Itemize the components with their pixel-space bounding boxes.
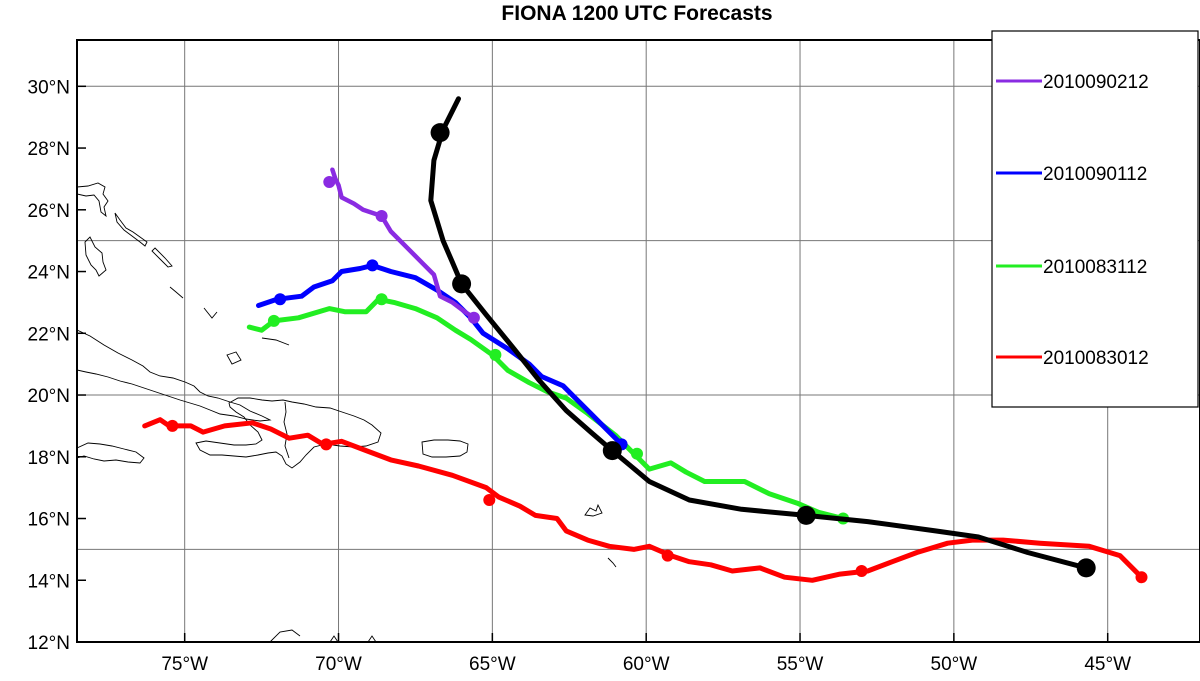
track-line (142, 417, 1144, 583)
track-point (602, 441, 622, 461)
y-tick-label: 16°N (28, 510, 70, 531)
track-point (430, 123, 450, 143)
coastline-hispaniola-border (283, 401, 290, 459)
track-point (375, 293, 388, 306)
track-point (483, 494, 496, 506)
plot-frame (76, 39, 1200, 643)
map-title: FIONA 1200 UTC Forecasts (501, 2, 772, 25)
x-tick-label: 65°W (469, 654, 516, 675)
y-tick-label: 14°N (28, 571, 70, 592)
track-point (323, 176, 336, 188)
track-point (631, 447, 643, 460)
coastline-islet-b (203, 307, 218, 319)
track-point (661, 549, 674, 562)
legend-label: 2010090112 (1043, 164, 1147, 185)
forecast-tracks (142, 96, 1148, 584)
track-best-track (428, 96, 1096, 578)
legend: 2010090212 2010090112 2010083112 2010083012 (991, 30, 1199, 408)
coastline-puerto-rico (421, 439, 469, 458)
coastline-hispaniola (195, 397, 382, 469)
track-2010090212 (323, 167, 480, 324)
track-point (452, 274, 472, 294)
y-tick-label: 18°N (28, 448, 70, 469)
coastline-south-america-b (329, 635, 339, 642)
axis-ticks: 75°W 70°W 65°W 60°W 55°W 50°W 45°W 12°N 14°N 16°N… (28, 77, 1132, 675)
coastline-eleuthera (114, 212, 148, 247)
track-point (274, 293, 287, 306)
y-tick-label: 20°N (28, 386, 70, 407)
track-point (166, 419, 179, 432)
legend-label: 2010090212 (1043, 72, 1149, 93)
track-point (366, 259, 379, 272)
track-point (467, 311, 480, 324)
track-point (320, 438, 333, 451)
coastline-islet-c (226, 351, 242, 365)
y-tick-label: 30°N (28, 77, 70, 98)
y-tick-label: 22°N (28, 324, 70, 345)
coastline-cuba (77, 329, 272, 422)
track-point (375, 210, 388, 222)
track-2010090112 (256, 259, 628, 451)
legend-label: 2010083012 (1043, 348, 1149, 369)
y-tick-label: 24°N (28, 263, 70, 284)
coastline-islet-a (169, 286, 184, 299)
y-tick-label: 28°N (28, 139, 70, 160)
track-2010083012 (142, 417, 1148, 584)
track-line (246, 296, 846, 521)
x-tick-label: 75°W (161, 654, 208, 675)
x-tick-label: 55°W (777, 654, 824, 675)
track-point (855, 565, 868, 577)
coastline-south-america-a (269, 629, 301, 642)
coastline-cat-island (151, 247, 173, 268)
track-line (256, 262, 625, 447)
x-tick-label: 70°W (315, 654, 362, 675)
track-point (1135, 571, 1148, 584)
track-line (330, 167, 477, 321)
legend-label: 2010083112 (1043, 257, 1147, 278)
track-2010083112 (246, 293, 850, 525)
coastline-islet-f (607, 557, 617, 568)
track-point (796, 505, 816, 525)
coastline-andros (84, 236, 107, 277)
coastline-south-america-c (367, 635, 377, 642)
coastlines (77, 182, 617, 642)
coastline-bahamas (77, 182, 109, 218)
track-point (489, 348, 502, 361)
track-point (267, 314, 280, 327)
x-tick-label: 60°W (623, 654, 670, 675)
track-point (1076, 558, 1096, 578)
x-tick-label: 50°W (931, 654, 978, 675)
coastline-islet-e (584, 503, 603, 517)
x-tick-label: 45°W (1084, 654, 1131, 675)
y-tick-label: 12°N (28, 633, 70, 654)
y-tick-label: 26°N (28, 201, 70, 222)
coastline-islet-d (261, 337, 290, 346)
legend-box (991, 30, 1199, 408)
coastline-jamaica (77, 442, 145, 464)
track-line (428, 96, 1089, 571)
